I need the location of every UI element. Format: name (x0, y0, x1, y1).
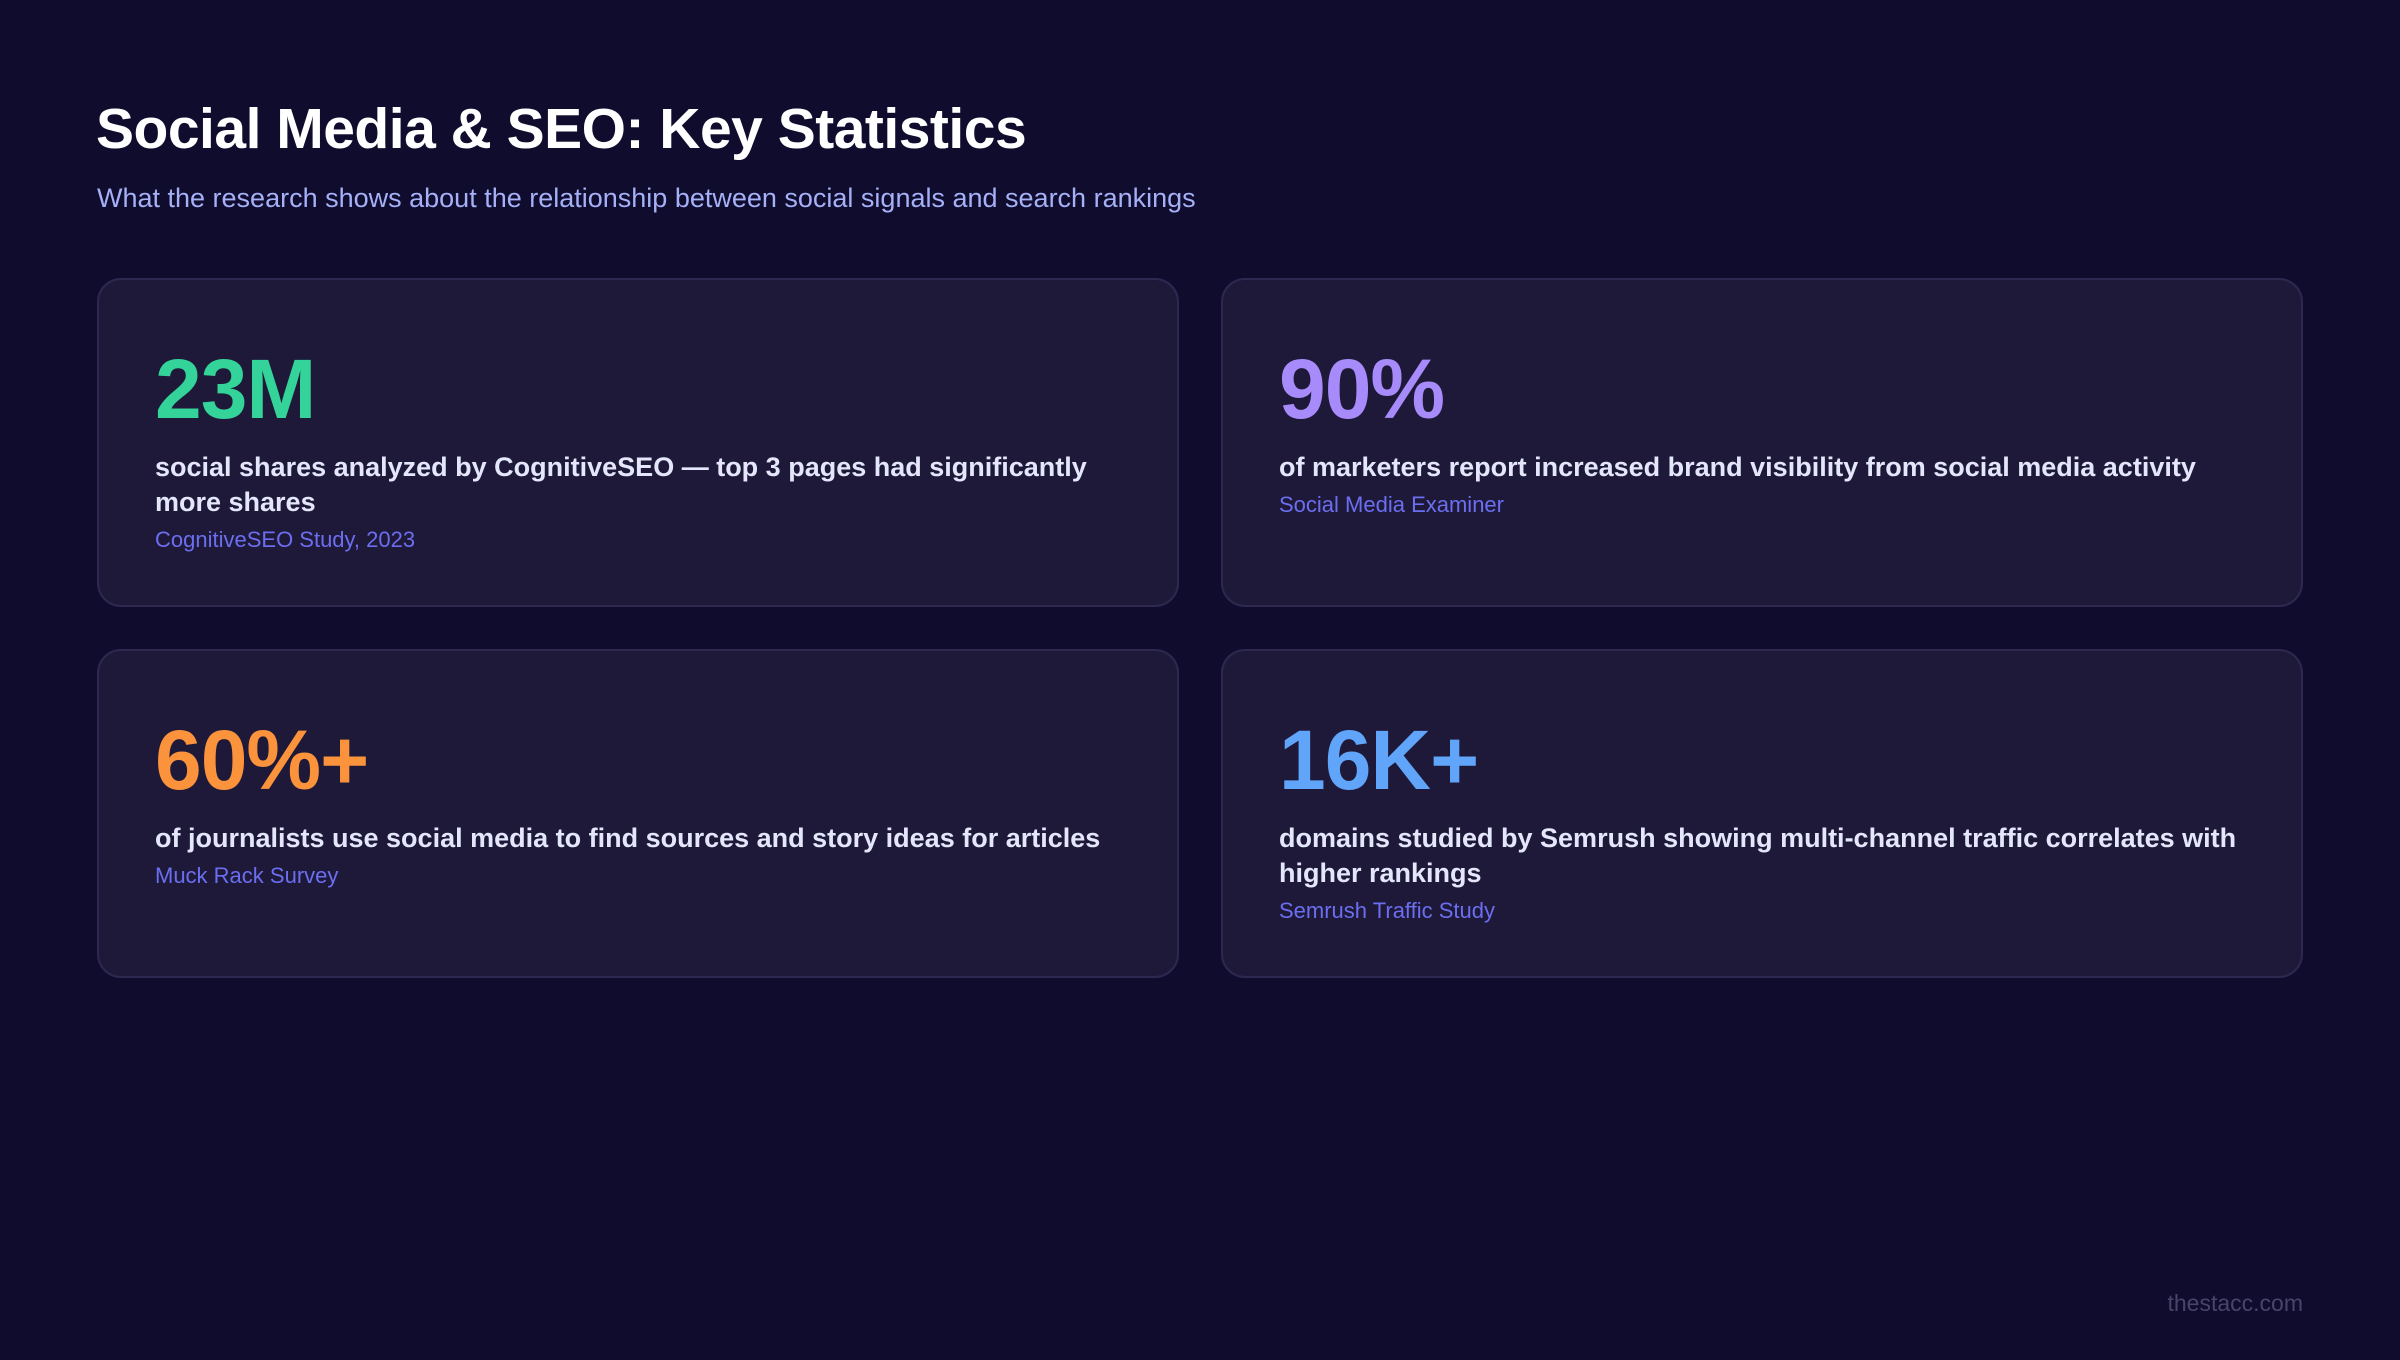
stat-description: domains studied by Semrush showing multi… (1279, 823, 2237, 888)
stat-card-marketers: 90% of marketers report increased brand … (1221, 278, 2303, 607)
stat-source: CognitiveSEO Study, 2023 (155, 527, 416, 552)
stat-card-social-shares: 23M social shares analyzed by CognitiveS… (97, 278, 1179, 607)
stat-source: Semrush Traffic Study (1279, 898, 1496, 923)
stat-source: Social Media Examiner (1279, 492, 1504, 517)
stat-value: 60%+ (155, 713, 369, 807)
stat-card-journalists: 60%+ of journalists use social media to … (97, 649, 1179, 978)
stats-grid: 23M social shares analyzed by CognitiveS… (97, 278, 2303, 978)
stat-description: social shares analyzed by CognitiveSEO —… (155, 452, 1087, 517)
stat-value: 23M (155, 342, 316, 436)
stat-value: 16K+ (1279, 713, 1479, 807)
footer-brand: thestacc.com (2167, 1290, 2304, 1316)
page-subtitle: What the research shows about the relati… (97, 183, 1196, 213)
stat-description: of marketers report increased brand visi… (1279, 452, 2196, 482)
page-title: Social Media & SEO: Key Statistics (96, 97, 1027, 161)
stat-card-domains: 16K+ domains studied by Semrush showing … (1221, 649, 2303, 978)
stat-value: 90% (1279, 342, 1445, 436)
stat-description: of journalists use social media to find … (155, 823, 1101, 853)
stat-source: Muck Rack Survey (155, 863, 339, 888)
